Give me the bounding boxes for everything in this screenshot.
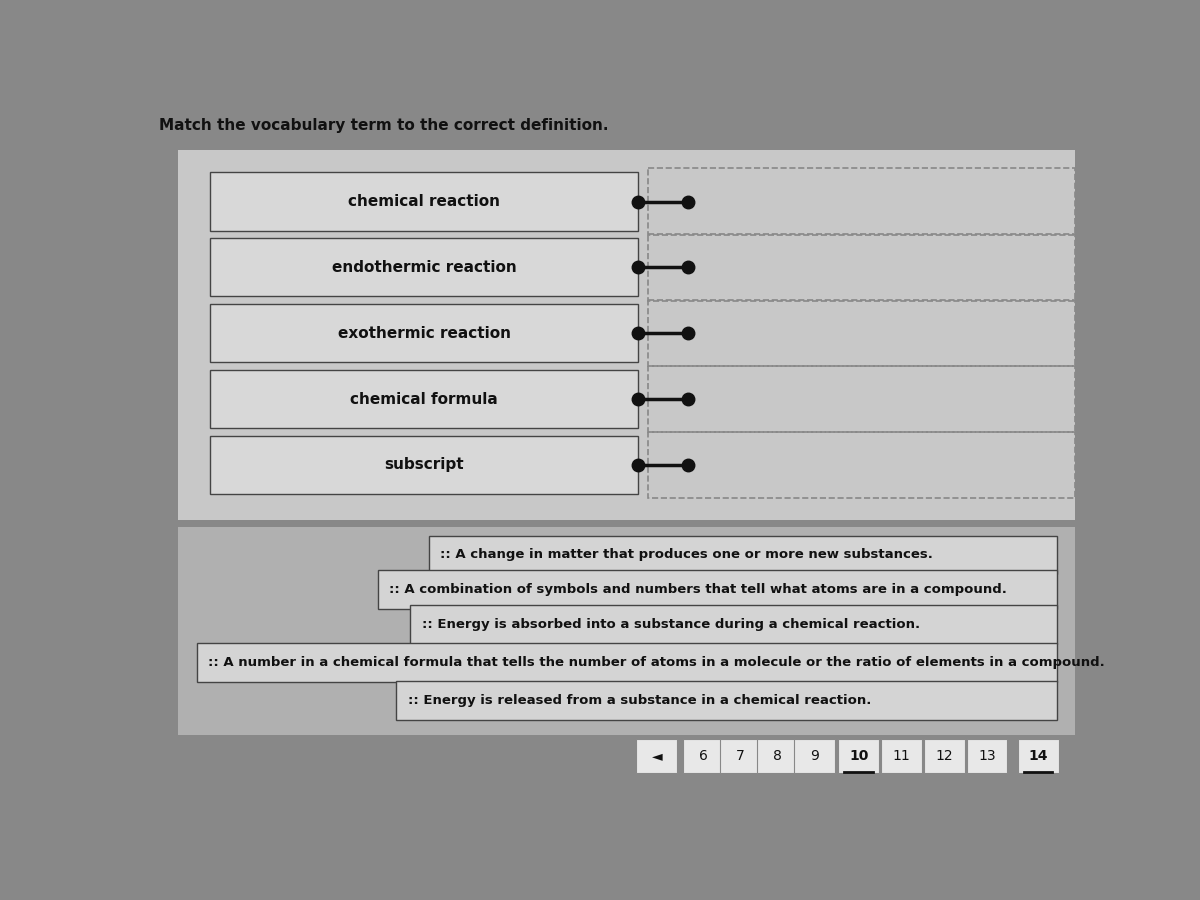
Text: 7: 7 [736,749,745,763]
Text: 12: 12 [936,749,953,763]
Bar [178,149,1075,520]
Text: chemical formula: chemical formula [350,392,498,407]
Text: :: A number in a chemical formula that tells the number of atoms in a molecule o: :: A number in a chemical formula that t… [208,656,1104,669]
Text: :: A combination of symbols and numbers that tell what atoms are in a compound.: :: A combination of symbols and numbers … [389,583,1007,596]
Bar [396,681,1057,720]
Text: :: A change in matter that produces one or more new substances.: :: A change in matter that produces one … [440,548,934,562]
Bar [683,739,724,773]
Text: 14: 14 [1028,749,1048,763]
Bar [648,365,1075,432]
Bar [178,527,1075,735]
Bar [210,173,638,230]
Bar [210,304,638,363]
Text: 8: 8 [773,749,782,763]
Bar [720,739,761,773]
Bar [430,536,1057,574]
Text: ◄: ◄ [652,749,662,763]
Bar [757,739,798,773]
Bar [794,739,835,773]
Bar [197,643,1057,682]
Bar [1018,739,1058,773]
Text: 6: 6 [698,749,708,763]
Text: chemical reaction: chemical reaction [348,194,500,209]
Text: Match the vocabulary term to the correct definition.: Match the vocabulary term to the correct… [160,118,608,133]
Text: 10: 10 [848,749,869,763]
Bar [410,605,1057,644]
Text: 9: 9 [810,749,820,763]
Text: :: Energy is absorbed into a substance during a chemical reaction.: :: Energy is absorbed into a substance d… [421,617,919,631]
Bar [648,300,1075,366]
Text: subscript: subscript [384,457,464,472]
Bar [966,739,1008,773]
Bar [924,739,965,773]
Bar [648,432,1075,499]
Bar [210,238,638,296]
Bar [839,739,880,773]
Bar [210,370,638,428]
Text: exothermic reaction: exothermic reaction [338,326,511,341]
Bar [648,234,1075,301]
Text: 11: 11 [893,749,911,763]
Bar [636,739,677,773]
Text: 13: 13 [978,749,996,763]
Bar [648,168,1075,235]
Bar [210,436,638,494]
Text: :: Energy is released from a substance in a chemical reaction.: :: Energy is released from a substance i… [408,694,871,707]
Text: endothermic reaction: endothermic reaction [332,260,517,274]
Bar [378,571,1057,609]
Bar [881,739,922,773]
